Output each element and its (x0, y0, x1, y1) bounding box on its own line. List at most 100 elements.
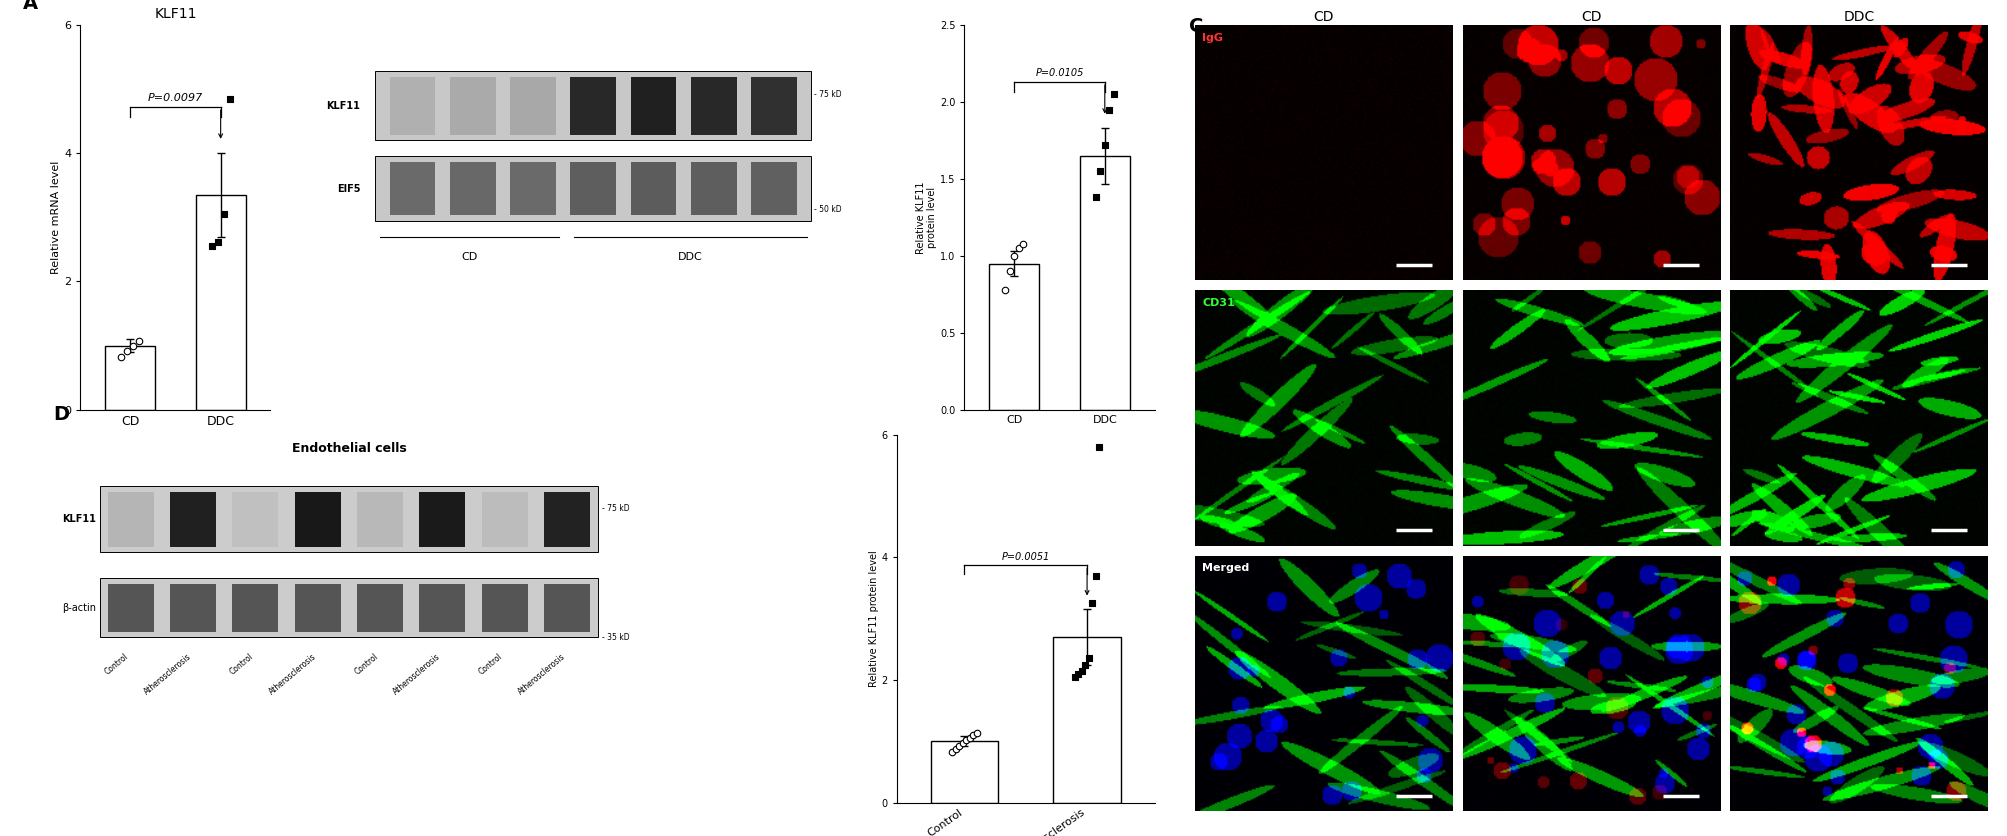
Text: Endothelial cells: Endothelial cells (291, 442, 405, 455)
Text: C: C (1188, 17, 1202, 36)
Point (1062, 667, 1094, 681)
Point (1072, 652, 1104, 665)
Bar (171, 584, 217, 631)
Y-axis label: Relative KLF11
protein level: Relative KLF11 protein level (915, 181, 937, 253)
Text: β-actin: β-actin (62, 603, 96, 613)
Y-axis label: Relative KLF11 protein level: Relative KLF11 protein level (869, 550, 879, 687)
Bar (544, 492, 590, 547)
Text: D: D (54, 405, 70, 425)
Point (939, 742, 971, 755)
Text: P=0.0105: P=0.0105 (1036, 69, 1084, 78)
Bar (989, 263, 1040, 410)
Point (935, 746, 967, 759)
Bar (375, 155, 811, 222)
Text: Atherosclerosis: Atherosclerosis (391, 652, 442, 696)
Text: KLF11: KLF11 (62, 514, 96, 524)
Text: - 50 kD: - 50 kD (813, 205, 841, 214)
Point (1058, 670, 1090, 684)
Text: - 35 kD: - 35 kD (602, 633, 630, 641)
Title: CD: CD (1313, 10, 1333, 24)
Bar (482, 584, 528, 631)
Bar (751, 161, 797, 216)
Bar (450, 77, 496, 135)
Bar (233, 584, 279, 631)
Point (1008, 237, 1040, 250)
Bar (510, 161, 556, 216)
Point (1080, 191, 1112, 204)
Text: DDC: DDC (678, 252, 702, 262)
Y-axis label: Relative mRNA level: Relative mRNA level (52, 161, 62, 274)
Text: - 75 kD: - 75 kD (602, 504, 630, 512)
Bar (171, 492, 217, 547)
Point (997, 249, 1030, 263)
Bar (630, 161, 676, 216)
Text: Atherosclerosis: Atherosclerosis (516, 652, 566, 696)
Bar (1080, 155, 1130, 410)
Bar (100, 579, 598, 637)
Point (1066, 664, 1098, 677)
Bar (375, 71, 811, 140)
Text: Control: Control (229, 652, 255, 676)
Bar (630, 77, 676, 135)
Text: P=0.0097: P=0.0097 (149, 94, 203, 104)
Point (1098, 88, 1130, 101)
Bar (751, 77, 797, 135)
Text: - 75 kD: - 75 kD (813, 89, 841, 99)
Bar (690, 161, 737, 216)
Point (945, 737, 977, 750)
Title: DDC: DDC (1842, 10, 1875, 24)
Point (1076, 597, 1108, 610)
Bar (510, 77, 556, 135)
Bar (1054, 637, 1120, 803)
Bar (389, 161, 436, 216)
Point (195, 239, 227, 252)
Text: KLF11: KLF11 (327, 101, 361, 111)
Bar (108, 584, 155, 631)
Point (104, 350, 136, 364)
Text: A: A (24, 0, 38, 13)
Point (1084, 165, 1116, 178)
Bar (419, 492, 466, 547)
Point (110, 344, 142, 357)
Bar (544, 584, 590, 631)
Bar (570, 161, 616, 216)
Bar (389, 77, 436, 135)
Point (1068, 658, 1100, 671)
Point (122, 334, 155, 348)
Bar (690, 77, 737, 135)
Text: Atherosclerosis: Atherosclerosis (267, 652, 317, 696)
Text: Merged: Merged (1202, 563, 1248, 573)
Point (213, 92, 245, 105)
Bar (195, 195, 245, 410)
Text: Control: Control (104, 652, 130, 676)
Bar (233, 492, 279, 547)
Point (949, 733, 981, 747)
Title: KLF11: KLF11 (155, 8, 197, 21)
Bar (419, 584, 466, 631)
Bar (295, 584, 341, 631)
Point (1001, 242, 1034, 255)
Bar (929, 742, 997, 803)
Text: Control: Control (353, 652, 379, 676)
Text: Control: Control (478, 652, 504, 676)
Point (201, 235, 233, 248)
Bar (482, 492, 528, 547)
Point (943, 739, 975, 752)
Bar (357, 584, 403, 631)
Text: Atherosclerosis: Atherosclerosis (142, 652, 193, 696)
Point (989, 283, 1022, 296)
Point (1088, 139, 1120, 152)
Point (1092, 103, 1124, 116)
Text: IgG: IgG (1202, 33, 1222, 43)
Bar (570, 77, 616, 135)
Point (116, 339, 149, 352)
Bar (357, 492, 403, 547)
Title: CD: CD (1580, 10, 1602, 24)
Bar (295, 492, 341, 547)
Text: P=0.0051: P=0.0051 (1001, 552, 1050, 562)
Point (953, 731, 985, 744)
Text: CD31: CD31 (1202, 298, 1234, 308)
Point (957, 728, 989, 742)
Point (993, 264, 1026, 278)
Text: CD: CD (462, 252, 478, 262)
